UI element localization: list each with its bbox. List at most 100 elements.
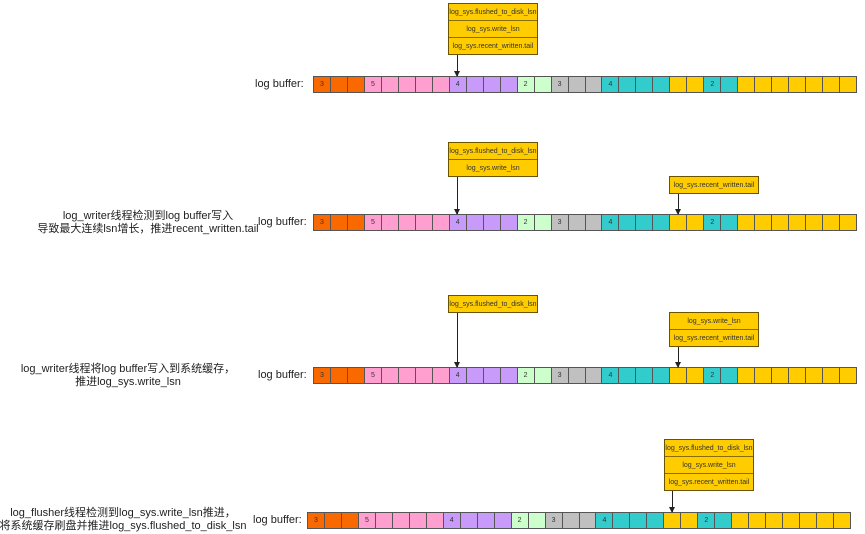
pointer-label: log_sys.recent_written.tail (673, 182, 755, 189)
buffer-cell: 3 (307, 512, 325, 529)
buffer-cell (669, 76, 688, 93)
buffer-cell (839, 76, 857, 93)
buffer-cell (431, 76, 450, 93)
buffer-cell (584, 76, 603, 93)
buffer-cell (482, 214, 501, 231)
pointer-arrow (454, 177, 461, 215)
buffer-cell (754, 214, 773, 231)
buffer-cell (567, 76, 586, 93)
buffer-cell (822, 76, 841, 93)
pointer-box: log_sys.flushed_to_disk_lsn (448, 295, 538, 313)
buffer-cell: 2 (703, 76, 722, 93)
buffer-cell (771, 367, 790, 384)
buffer-cell (431, 214, 450, 231)
buffer-cell (788, 367, 807, 384)
buffer-cell (754, 367, 773, 384)
description-line: log_writer线程检测到log buffer写入 (62, 210, 234, 222)
buffer-cell: 3 (313, 367, 331, 384)
buffer-cell (618, 214, 637, 231)
description-line: 导致最大连续lsn增长，推进recent_written.tail (37, 223, 259, 235)
buffer-cell (380, 367, 399, 384)
buffer-cell (380, 76, 399, 93)
buffer-cell (686, 76, 705, 93)
buffer-cell (788, 214, 807, 231)
pointer-arrow (668, 491, 675, 513)
buffer-cell (839, 214, 857, 231)
pointer-box: log_sys.recent_written.tail (669, 176, 759, 194)
buffer-cell (374, 512, 393, 529)
stage-description: log_flusher线程检测到log_sys.write_lsn推进， 将系统缓… (0, 507, 246, 533)
buffer-cell (584, 367, 603, 384)
pointer-label: log_sys.recent_written.tail (668, 479, 750, 486)
buffer-cell (414, 367, 433, 384)
buffer-cell (686, 367, 705, 384)
buffer-cell (465, 367, 484, 384)
buffer-cell (346, 367, 365, 384)
buffer-cell: 4 (448, 367, 467, 384)
buffer-cell (329, 76, 348, 93)
buffer-cell (635, 367, 654, 384)
buffer-cell (329, 214, 348, 231)
buffer-cell (782, 512, 801, 529)
description-line: 推进log_sys.write_lsn (75, 376, 181, 388)
stage-description: log_writer线程检测到log buffer写入 导致最大连续lsn增长，推… (37, 210, 258, 236)
buffer-cell: 3 (313, 214, 331, 231)
buffer-cell (788, 76, 807, 93)
buffer-cell (482, 367, 501, 384)
buffer-cell: 2 (516, 214, 535, 231)
buffer-cell (561, 512, 580, 529)
buffer-cell (493, 512, 512, 529)
buffer-cell (822, 214, 841, 231)
pointer-box: log_sys.flushed_to_disk_lsn log_sys.write… (448, 142, 538, 177)
pointer-label: log_sys.flushed_to_disk_lsn (665, 440, 753, 457)
buffer-cell (680, 512, 699, 529)
buffer-cell (799, 512, 818, 529)
buffer-cell (720, 214, 739, 231)
pointer-arrow (454, 55, 461, 77)
pointer-label: log_sys.write_lsn (670, 313, 758, 330)
buffer-cell (669, 214, 688, 231)
buffer-cell (414, 214, 433, 231)
buffer-cell (833, 512, 851, 529)
buffer-cell (663, 512, 682, 529)
buffer-cell: 3 (550, 214, 569, 231)
buffer-cell: 3 (544, 512, 563, 529)
buffer-cell (567, 367, 586, 384)
pointer-label: log_sys.flushed_to_disk_lsn (449, 301, 537, 308)
buffer-cell (431, 367, 450, 384)
log-buffer-label: log buffer: (258, 216, 307, 228)
buffer-cell (618, 367, 637, 384)
buffer-cell (822, 367, 841, 384)
buffer-cell (567, 214, 586, 231)
buffer-cell (465, 214, 484, 231)
buffer-cell: 2 (516, 76, 535, 93)
buffer-cell: 5 (363, 214, 382, 231)
buffer-cell (533, 214, 552, 231)
log-buffer-label: log buffer: (255, 78, 304, 90)
log-buffer-label: log buffer: (253, 514, 302, 526)
description-line: 将系统缓存刷盘并推进log_sys.flushed_to_disk_lsn (0, 520, 247, 532)
buffer-cell (714, 512, 733, 529)
buffer-cell (737, 214, 756, 231)
pointer-label: log_sys.flushed_to_disk_lsn (449, 4, 537, 21)
pointer-arrow (674, 347, 681, 368)
buffer-cell (346, 76, 365, 93)
pointer-label: log_sys.recent_written.tail (673, 335, 755, 342)
buffer-cell (771, 76, 790, 93)
buffer-cell (578, 512, 597, 529)
buffer-cell: 3 (550, 367, 569, 384)
buffer-cell (805, 76, 824, 93)
buffer-cell (340, 512, 359, 529)
buffer-cell (720, 76, 739, 93)
buffer-cell (499, 214, 518, 231)
pointer-label: log_sys.recent_written.tail (452, 43, 534, 50)
buffer-cell: 3 (550, 76, 569, 93)
buffer-cell (459, 512, 478, 529)
buffer-cell (646, 512, 665, 529)
buffer-cell (465, 76, 484, 93)
buffer-cell (380, 214, 399, 231)
buffer-cell (635, 214, 654, 231)
buffer-cell: 4 (448, 76, 467, 93)
buffer-cell (839, 367, 857, 384)
buffer-cell (499, 76, 518, 93)
